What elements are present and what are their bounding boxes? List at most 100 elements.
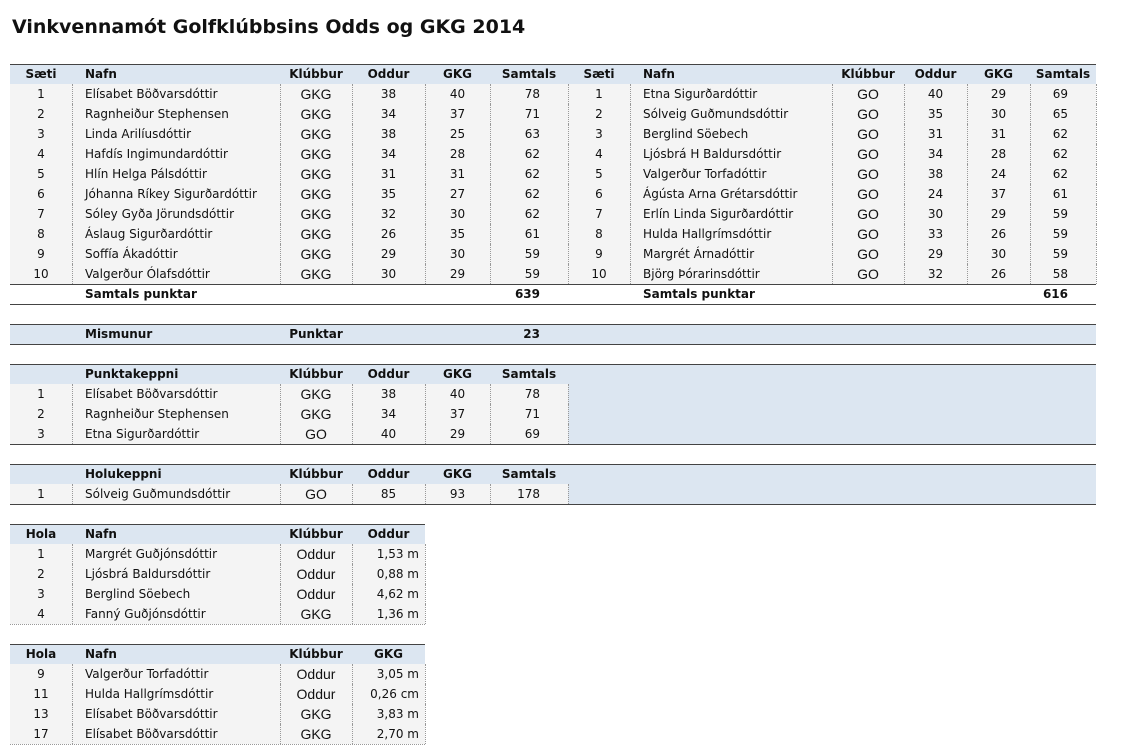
oddur-score: 38 — [380, 87, 397, 101]
total: 61 — [1052, 187, 1068, 201]
name: Elísabet Böðvarsdóttir — [85, 727, 218, 741]
name: Sólveig Guðmundsdóttir — [85, 487, 231, 501]
name: Ágústa Arna Grétarsdóttir — [643, 187, 798, 201]
name: Valgerður Torfadóttir — [85, 667, 209, 681]
name: Elísabet Böðvarsdóttir — [85, 707, 218, 721]
club: GKG — [300, 106, 332, 122]
gkg-score: 40 — [449, 387, 466, 401]
gkg-score: 29 — [990, 87, 1007, 101]
cell-border — [490, 184, 491, 204]
row-background — [10, 244, 1096, 264]
cell-border — [832, 224, 833, 244]
cell-border — [1096, 224, 1097, 244]
rank: 3 — [595, 127, 603, 141]
oddur-score: 38 — [927, 167, 944, 181]
gkg-score: 37 — [449, 107, 466, 121]
club: GKG — [300, 146, 332, 162]
column-header: Nafn — [85, 647, 117, 661]
oddur-score: 26 — [380, 227, 397, 241]
column-header: Oddur — [367, 527, 410, 541]
cell-border — [280, 684, 281, 704]
column-header: Holukeppni — [85, 467, 162, 481]
total: 78 — [524, 87, 540, 101]
rank: 6 — [595, 187, 603, 201]
cell-border — [967, 204, 968, 224]
cell-border — [1030, 244, 1031, 264]
cell-border — [425, 584, 426, 604]
cell-border — [280, 124, 281, 144]
club: GO — [857, 226, 879, 242]
column-header: Samtals — [501, 67, 557, 81]
gkg-score: 28 — [449, 147, 466, 161]
cell-border — [10, 624, 425, 625]
cell-border — [967, 84, 968, 104]
oddur-score: 35 — [927, 107, 944, 121]
column-header: Hola — [25, 527, 57, 541]
gkg-score: 29 — [449, 267, 466, 281]
cell-border — [280, 164, 281, 184]
cell-border — [352, 164, 353, 184]
cell-border — [425, 184, 426, 204]
gkg-score: 31 — [449, 167, 466, 181]
cell-border — [568, 104, 569, 124]
club: GO — [857, 166, 879, 182]
total: 69 — [1052, 87, 1068, 101]
border-line — [10, 504, 1096, 505]
total: 63 — [524, 127, 540, 141]
oddur-score: 30 — [380, 267, 397, 281]
row-background — [10, 424, 568, 444]
column-header: Klúbbur — [841, 67, 895, 81]
cell-border — [490, 204, 491, 224]
distance: 2,70 m — [376, 727, 419, 741]
club: Oddur — [296, 666, 336, 682]
hole: 9 — [37, 667, 45, 681]
cell-border — [967, 184, 968, 204]
club: GO — [305, 426, 327, 442]
cell-border — [72, 424, 73, 444]
cell-border — [352, 544, 353, 564]
cell-border — [630, 144, 631, 164]
gkg-score: 40 — [449, 87, 466, 101]
border-line — [10, 364, 1096, 365]
cell-border — [72, 664, 73, 684]
total: 59 — [524, 247, 540, 261]
cell-border — [352, 484, 353, 504]
hole: 3 — [37, 587, 45, 601]
cell-border — [832, 264, 833, 284]
cell-border — [10, 744, 425, 745]
column-header: Punktakeppni — [85, 367, 179, 381]
club: GKG — [300, 166, 332, 182]
name: Erlín Linda Sigurðardóttir — [643, 207, 794, 221]
cell-border — [1030, 84, 1031, 104]
hole: 4 — [37, 607, 45, 621]
name: Etna Sigurðardóttir — [643, 87, 758, 101]
cell-border — [352, 604, 353, 624]
name: Ragnheiður Stephensen — [85, 407, 229, 421]
column-header: Samtals — [501, 367, 557, 381]
rank: 1 — [37, 87, 45, 101]
cell-border — [832, 104, 833, 124]
rank: 1 — [595, 87, 603, 101]
cell-border — [1030, 164, 1031, 184]
gkg-score: 30 — [449, 207, 466, 221]
cell-border — [352, 584, 353, 604]
cell-border — [967, 224, 968, 244]
total: 62 — [524, 147, 540, 161]
row-background — [10, 664, 425, 684]
oddur-score: 24 — [927, 187, 944, 201]
cell-border — [967, 164, 968, 184]
cell-border — [425, 664, 426, 684]
rank: 8 — [37, 227, 45, 241]
oddur-score: 34 — [380, 107, 397, 121]
cell-border — [967, 144, 968, 164]
club: GO — [857, 266, 879, 282]
club: GKG — [300, 86, 332, 102]
cell-border — [568, 264, 569, 284]
hole: 1 — [37, 547, 45, 561]
cell-border — [280, 704, 281, 724]
cell-border — [352, 104, 353, 124]
oddur-score: 38 — [380, 387, 397, 401]
cell-border — [352, 204, 353, 224]
border-line — [10, 464, 1096, 465]
